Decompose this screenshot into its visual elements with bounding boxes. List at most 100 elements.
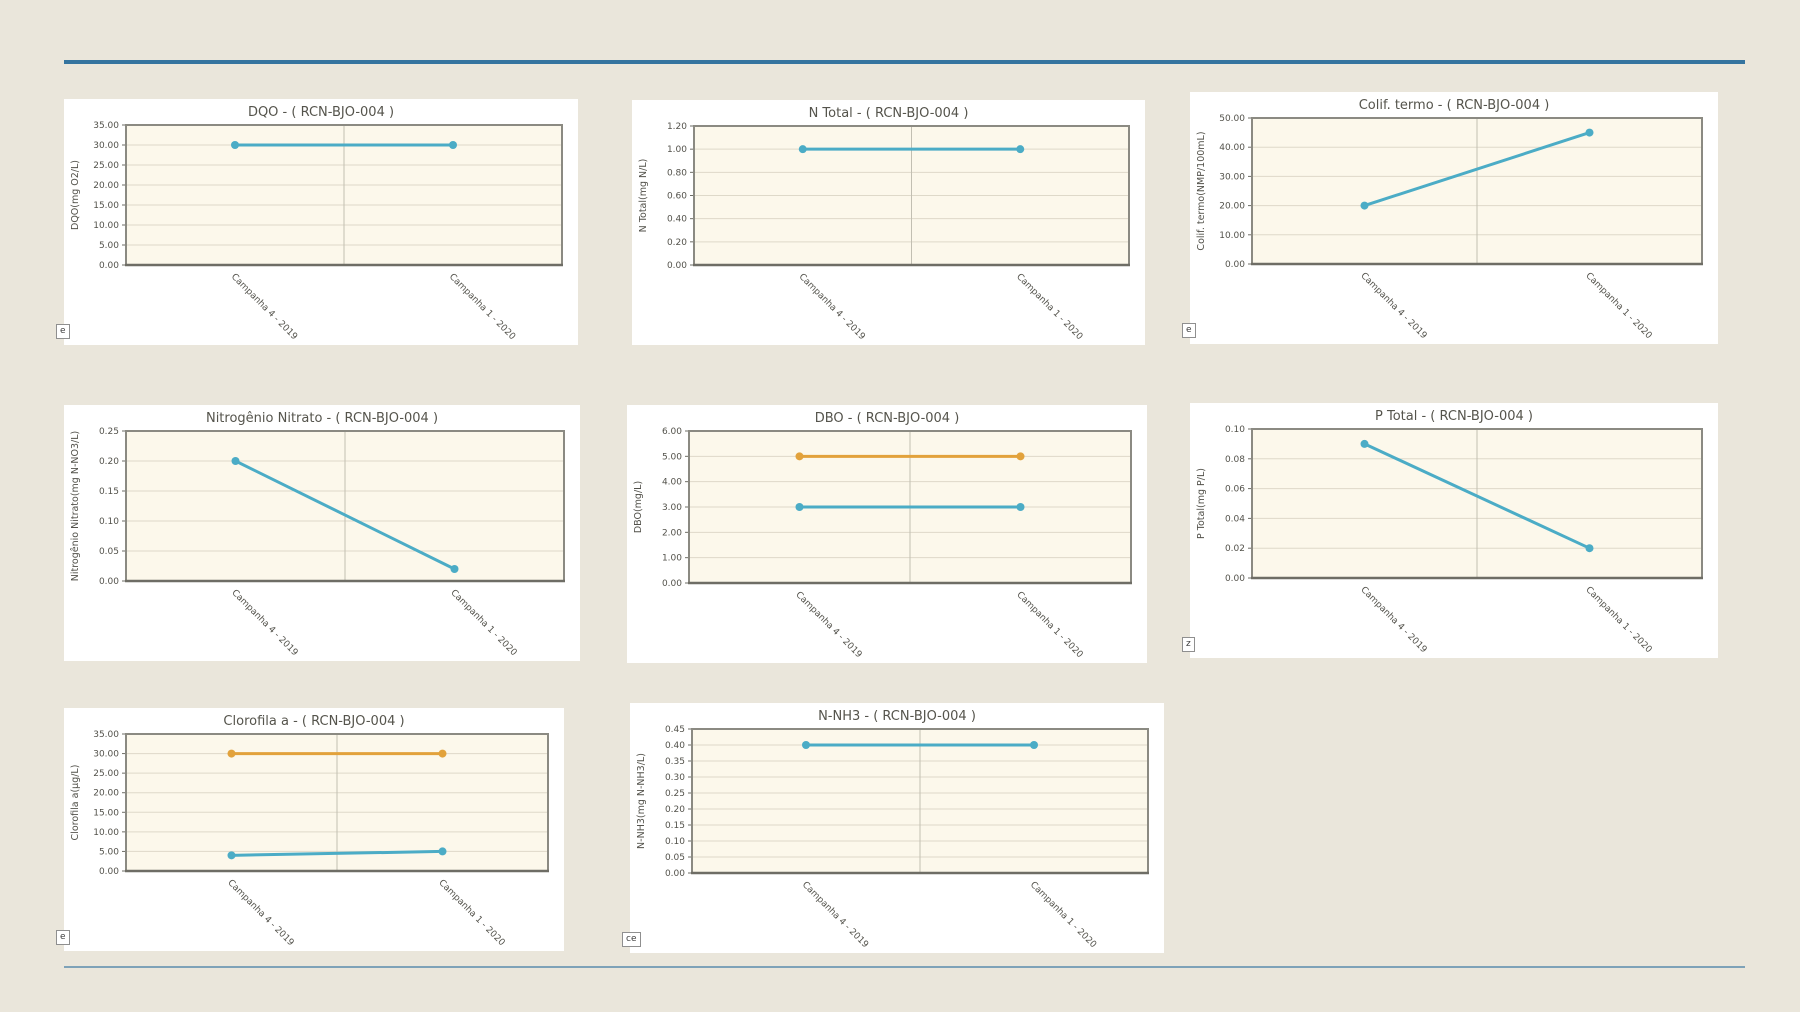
y-tick-label: 1.20 bbox=[667, 122, 687, 132]
y-tick-label: 0.10 bbox=[1225, 425, 1245, 435]
y-tick-label: 0.25 bbox=[665, 789, 685, 799]
series-line bbox=[231, 849, 443, 857]
data-point-marker bbox=[1016, 145, 1025, 154]
data-point-marker bbox=[1016, 503, 1025, 511]
x-category-label: Campanha 1 - 2020 bbox=[436, 878, 506, 948]
y-tick-label: 0.45 bbox=[665, 725, 685, 735]
y-tick-label: 0.15 bbox=[99, 487, 119, 497]
chart-card-p-total: P Total - ( RCN-BJO-004 ) 0.00 0.02 0.04 0.0… bbox=[1182, 403, 1718, 658]
y-tick-label: 0.20 bbox=[665, 805, 685, 815]
y-tick-label: 0.40 bbox=[665, 741, 685, 751]
y-tick-label: 5.00 bbox=[99, 847, 119, 857]
x-category-label: Campanha 4 - 2019 bbox=[1358, 585, 1428, 655]
chart-title: Nitrogênio Nitrato - ( RCN-BJO-004 ) bbox=[206, 411, 438, 426]
x-category: Campanha 1 - 2020 bbox=[1014, 272, 1084, 342]
chart-card-nitrogenio-nitrato: Nitrogênio Nitrato - ( RCN-BJO-004 ) 0.00… bbox=[64, 405, 580, 661]
data-point-marker bbox=[1360, 201, 1369, 210]
y-tick-label: 0.06 bbox=[1225, 485, 1245, 495]
y-tick-label: 35.00 bbox=[93, 121, 119, 131]
x-category: Campanha 4 - 2019 bbox=[225, 878, 295, 948]
x-category: Campanha 4 - 2019 bbox=[229, 272, 299, 342]
chart-title: N-NH3 - ( RCN-BJO-004 ) bbox=[818, 709, 976, 724]
y-tick-label: 25.00 bbox=[93, 769, 119, 779]
x-category: Campanha 1 - 2020 bbox=[1583, 271, 1653, 341]
y-tick-label: 0.00 bbox=[667, 261, 687, 271]
data-point-marker bbox=[795, 452, 804, 461]
chart-svg-dbo: DBO - ( RCN-BJO-004 ) 0.00 1.00 2.00 3.00 4.0… bbox=[633, 411, 1132, 660]
x-category: Campanha 4 - 2019 bbox=[1358, 271, 1428, 341]
y-tick-label: 0.00 bbox=[665, 869, 685, 879]
y-tick-label: 0.02 bbox=[1225, 544, 1245, 554]
data-point-marker bbox=[1585, 128, 1594, 137]
y-axis-label: N Total(mg N/L) bbox=[638, 159, 649, 233]
y-tick-label: 0.10 bbox=[99, 517, 119, 527]
y-tick-label: 0.00 bbox=[99, 867, 119, 877]
y-tick-label: 30.00 bbox=[93, 141, 119, 151]
x-category: Campanha 1 - 2020 bbox=[448, 588, 518, 658]
x-category-label: Campanha 4 - 2019 bbox=[800, 880, 870, 950]
x-category-label: Campanha 1 - 2020 bbox=[1583, 585, 1653, 655]
chart-title: P Total - ( RCN-BJO-004 ) bbox=[1375, 409, 1533, 424]
x-category: Campanha 1 - 2020 bbox=[447, 272, 517, 342]
chart-svg-n-nh3: N-NH3 - ( RCN-BJO-004 ) 0.00 0.05 0.10 0.15 0… bbox=[636, 709, 1149, 950]
y-tick-label: 20.00 bbox=[1219, 202, 1245, 212]
chart-title: Clorofila a - ( RCN-BJO-004 ) bbox=[223, 714, 404, 729]
chart-title: DBO - ( RCN-BJO-004 ) bbox=[815, 411, 960, 426]
chart-card-dbo: DBO - ( RCN-BJO-004 ) 0.00 1.00 2.00 3.00 4.0… bbox=[627, 405, 1147, 663]
data-point-marker bbox=[1016, 452, 1025, 461]
chart-card-clorofila-a: Clorofila a - ( RCN-BJO-004 ) 0.00 5.00 10.… bbox=[56, 708, 564, 951]
y-axis-label: DBO(mg/L) bbox=[633, 481, 644, 533]
series-line bbox=[234, 459, 456, 571]
x-category-label: Campanha 4 - 2019 bbox=[225, 878, 295, 948]
data-point-marker bbox=[795, 503, 804, 511]
y-tick-label: 5.00 bbox=[99, 241, 119, 251]
x-category-label: Campanha 4 - 2019 bbox=[797, 272, 867, 342]
y-tick-label: 0.80 bbox=[667, 168, 687, 178]
y-axis-label: DQO(mg O2/L) bbox=[70, 160, 81, 230]
chart-card-n-nh3: N-NH3 - ( RCN-BJO-004 ) 0.00 0.05 0.10 0.15 0… bbox=[622, 703, 1164, 953]
data-point-marker bbox=[1360, 439, 1369, 448]
x-category-label: Campanha 1 - 2020 bbox=[1028, 880, 1098, 950]
x-category: Campanha 1 - 2020 bbox=[1028, 880, 1098, 950]
y-tick-label: 50.00 bbox=[1219, 114, 1245, 124]
chart-title: N Total - ( RCN-BJO-004 ) bbox=[809, 106, 969, 121]
x-category-label: Campanha 4 - 2019 bbox=[229, 588, 299, 658]
y-tick-label: 40.00 bbox=[1219, 143, 1245, 153]
x-category: Campanha 4 - 2019 bbox=[1358, 585, 1428, 655]
data-point-marker bbox=[231, 457, 240, 465]
y-tick-label: 0.00 bbox=[99, 577, 119, 587]
y-tick-label: 5.00 bbox=[662, 452, 682, 462]
data-point-marker bbox=[438, 847, 447, 856]
series-line bbox=[1363, 442, 1591, 550]
data-point-marker bbox=[231, 141, 239, 149]
x-category-label: Campanha 1 - 2020 bbox=[448, 588, 518, 658]
data-point-marker bbox=[449, 141, 457, 149]
bottom-divider-rule bbox=[64, 966, 1745, 968]
y-axis-label: P Total(mg P/L) bbox=[1196, 468, 1207, 539]
y-tick-label: 35.00 bbox=[93, 730, 119, 740]
artifact-text-box: e bbox=[1182, 323, 1196, 338]
y-tick-label: 15.00 bbox=[93, 201, 119, 211]
x-category-label: Campanha 4 - 2019 bbox=[1358, 271, 1428, 341]
y-tick-label: 0.00 bbox=[662, 579, 682, 589]
y-tick-label: 0.35 bbox=[665, 757, 685, 767]
x-category-label: Campanha 4 - 2019 bbox=[793, 590, 863, 660]
chart-svg-nitrogenio-nitrato: Nitrogênio Nitrato - ( RCN-BJO-004 ) 0.00… bbox=[70, 411, 565, 658]
y-tick-label: 0.15 bbox=[665, 821, 685, 831]
y-tick-label: 0.04 bbox=[1225, 514, 1245, 524]
y-axis-label: Colif. termo(NMP/100mL) bbox=[1196, 131, 1207, 250]
chart-title: Colif. termo - ( RCN-BJO-004 ) bbox=[1359, 98, 1550, 113]
y-tick-label: 0.20 bbox=[667, 238, 687, 248]
chart-card-n-total: N Total - ( RCN-BJO-004 ) 0.00 0.20 0.40 0.6… bbox=[632, 100, 1145, 345]
y-tick-label: 0.05 bbox=[99, 547, 119, 557]
data-point-marker bbox=[450, 565, 459, 573]
data-point-marker bbox=[802, 741, 810, 749]
y-tick-label: 1.00 bbox=[667, 145, 687, 155]
y-tick-label: 0.00 bbox=[1225, 574, 1245, 584]
y-tick-label: 3.00 bbox=[662, 503, 682, 513]
x-category-label: Campanha 1 - 2020 bbox=[1583, 271, 1653, 341]
y-tick-label: 0.25 bbox=[99, 427, 119, 437]
y-tick-label: 30.00 bbox=[1219, 172, 1245, 182]
x-category: Campanha 4 - 2019 bbox=[793, 590, 863, 660]
y-tick-label: 0.60 bbox=[667, 192, 687, 202]
